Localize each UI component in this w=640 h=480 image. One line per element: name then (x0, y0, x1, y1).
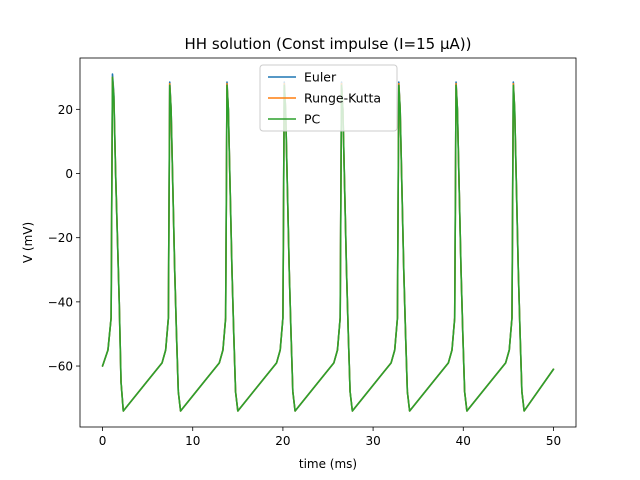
chart-title: HH solution (Const impulse (I=15 μA)) (185, 35, 472, 53)
x-tick-label: 0 (99, 434, 107, 448)
y-tick-label: 0 (65, 167, 73, 181)
y-tick-label: −20 (48, 231, 73, 245)
plot-area (101, 73, 555, 412)
x-tick-label: 30 (365, 434, 380, 448)
legend-label: Euler (304, 70, 337, 85)
y-axis: −60 −40 −20 0 20 (48, 103, 80, 374)
y-tick-label: 20 (58, 103, 73, 117)
x-tick-label: 20 (275, 434, 290, 448)
x-axis-label: time (ms) (299, 457, 357, 471)
legend-box (259, 64, 398, 132)
axes-frame (79, 57, 577, 428)
y-tick-label: −40 (48, 295, 73, 309)
legend: Euler Runge-Kutta PC (259, 64, 398, 132)
legend-label: Runge-Kutta (304, 91, 381, 106)
x-tick-label: 50 (546, 434, 561, 448)
y-axis-label: V (mV) (21, 222, 35, 263)
series-line-pc (101, 76, 555, 412)
x-axis: 0 10 20 30 40 50 (99, 427, 561, 448)
legend-label: PC (304, 112, 321, 127)
x-tick-label: 40 (456, 434, 471, 448)
y-tick-label: −60 (48, 360, 73, 374)
x-tick-label: 10 (185, 434, 200, 448)
